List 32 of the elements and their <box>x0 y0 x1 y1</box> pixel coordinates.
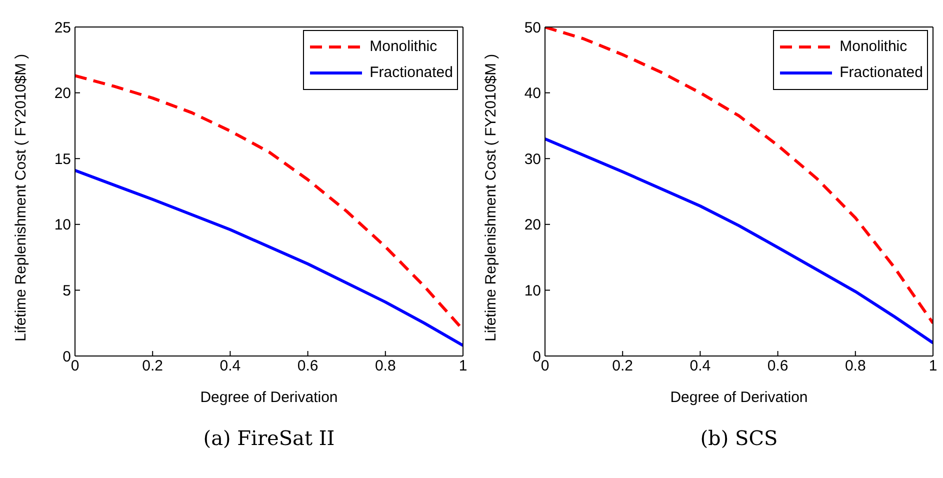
line-series <box>545 137 933 344</box>
x-tick-label: 0.2 <box>142 358 164 375</box>
x-tick-label: 0.8 <box>844 358 866 375</box>
x-tick-label: 0.4 <box>690 358 711 375</box>
legend-label: Monolithic <box>840 37 908 57</box>
legend-label: Monolithic <box>370 37 438 57</box>
x-tick-label: 0.4 <box>220 358 241 375</box>
y-tick-label: 40 <box>524 85 541 102</box>
y-tick-label: 30 <box>524 150 541 168</box>
y-tick-label: 50 <box>524 19 541 36</box>
y-axis-title: Lifetime Replenishment Cost ( FY2010$M ) <box>12 54 30 342</box>
y-tick-label: 20 <box>524 216 541 234</box>
y-tick-label: 10 <box>524 282 541 300</box>
x-axis-title: Degree of Derivation <box>670 389 808 406</box>
text: (b) SCS <box>699 426 779 450</box>
legend-label: Fractionated <box>370 63 453 83</box>
y-tick-label: 20 <box>54 85 71 102</box>
y-tick-label: 5 <box>62 282 71 300</box>
x-tick-label: 0.2 <box>612 358 634 375</box>
x-tick-label: 1 <box>458 358 468 375</box>
x-tick-label: 1 <box>928 358 938 375</box>
x-tick-label: 0.6 <box>767 358 788 375</box>
legend-label: Fractionated <box>840 63 923 83</box>
y-tick-label: 25 <box>54 19 71 36</box>
y-tick-label: 15 <box>54 150 71 168</box>
y-tick-label: 10 <box>54 216 71 234</box>
text: (a) FireSat II <box>202 426 336 450</box>
x-axis-title: Degree of Derivation <box>200 389 338 406</box>
x-tick-label: 0.8 <box>374 358 396 375</box>
y-axis-title: Lifetime Replenishment Cost ( FY2010$M ) <box>482 54 500 342</box>
x-tick-label: 0.6 <box>297 358 318 375</box>
line-series <box>75 168 463 347</box>
